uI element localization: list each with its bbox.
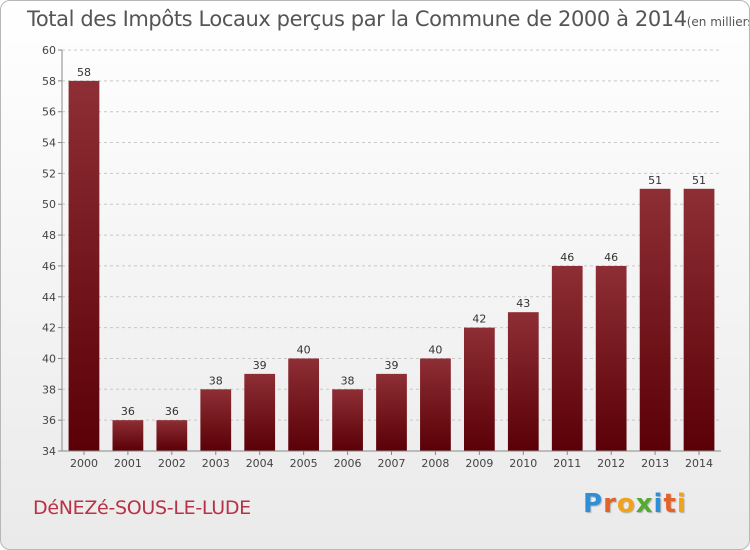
x-tick-label: 2009: [465, 457, 493, 470]
bar: [156, 420, 188, 451]
bar-value-label: 51: [648, 174, 662, 187]
bar-value-label: 51: [692, 174, 706, 187]
y-tick-label: 36: [42, 414, 56, 427]
bar-value-label: 43: [516, 297, 530, 310]
y-tick-label: 50: [42, 198, 56, 211]
x-tick-label: 2003: [202, 457, 230, 470]
y-tick-label: 52: [42, 167, 56, 180]
y-tick-label: 60: [42, 44, 56, 57]
y-tick-label: 54: [42, 137, 56, 150]
logo-letter: t: [663, 489, 677, 519]
bars: 58 36 36 38 39 40 38 39 40 42 43 46 46 51 51: [68, 66, 715, 452]
bar-value-label: 36: [165, 405, 179, 418]
x-tick-label: 2006: [334, 457, 362, 470]
x-tick-label: 2007: [378, 457, 406, 470]
logo-letter: i: [653, 489, 664, 519]
bar-value-label: 46: [604, 251, 618, 264]
bar-value-label: 36: [121, 405, 135, 418]
y-tick-label: 42: [42, 322, 56, 335]
bar-value-label: 38: [209, 374, 223, 387]
bar: [332, 389, 363, 451]
bar-value-label: 39: [253, 359, 267, 372]
proxiti-logo: Proxiti: [583, 489, 687, 519]
x-tick-label: 2012: [597, 457, 625, 470]
logo-letter: P: [583, 489, 604, 519]
bar-value-label: 46: [560, 251, 574, 264]
x-tick-label: 2004: [246, 457, 274, 470]
bar-value-label: 40: [428, 343, 442, 356]
bar: [683, 188, 715, 452]
y-tick-label: 34: [42, 445, 56, 458]
x-tick-label: 2010: [509, 457, 537, 470]
x-tick-label: 2013: [641, 457, 669, 470]
y-tick-label: 38: [42, 383, 56, 396]
x-tick-label: 2000: [70, 457, 98, 470]
y-tick-label: 40: [42, 352, 56, 365]
chart-unit: (en milliers d'€): [686, 15, 750, 29]
bar: [420, 358, 451, 451]
bar-value-label: 42: [472, 313, 486, 326]
logo-letter: i: [676, 489, 687, 519]
chart-title: Total des Impôts Locaux perçus par la Co…: [27, 7, 750, 31]
bar: [112, 420, 144, 451]
logo-letter: o: [616, 489, 636, 519]
bar: [376, 373, 407, 451]
logo-letter: x: [635, 489, 654, 519]
y-tick-label: 48: [42, 229, 56, 242]
y-tick-label: 44: [42, 291, 56, 304]
bar: [288, 358, 320, 451]
bar: [639, 188, 671, 452]
commune-name: DéNEZé-SOUS-LE-LUDE: [33, 497, 251, 519]
bar: [68, 80, 100, 451]
x-tick-label: 2005: [290, 457, 318, 470]
bar: [200, 389, 232, 451]
x-tick-label: 2011: [553, 457, 581, 470]
y-tick-label: 46: [42, 260, 56, 273]
bar-value-label: 58: [77, 66, 91, 79]
y-tick-label: 56: [42, 106, 56, 119]
bar-value-label: 40: [297, 343, 311, 356]
x-tick-label: 2014: [685, 457, 713, 470]
bar: [507, 312, 539, 451]
x-tick-label: 2008: [421, 457, 449, 470]
x-tick-label: 2001: [114, 457, 142, 470]
bar: [463, 327, 495, 451]
y-tick-label: 58: [42, 75, 56, 88]
axes: 34 36 38 40 42 44 46 48 50 52 54 56 58 60 2000 2001 2002…: [42, 44, 721, 470]
bar: [244, 373, 276, 451]
bar-value-label: 39: [385, 359, 399, 372]
x-tick-label: 2002: [158, 457, 186, 470]
chart-title-text: Total des Impôts Locaux perçus par la Co…: [27, 7, 687, 31]
bar: [595, 265, 627, 451]
logo-letter: r: [603, 489, 617, 519]
bar-value-label: 38: [341, 374, 355, 387]
bar: [551, 265, 583, 451]
